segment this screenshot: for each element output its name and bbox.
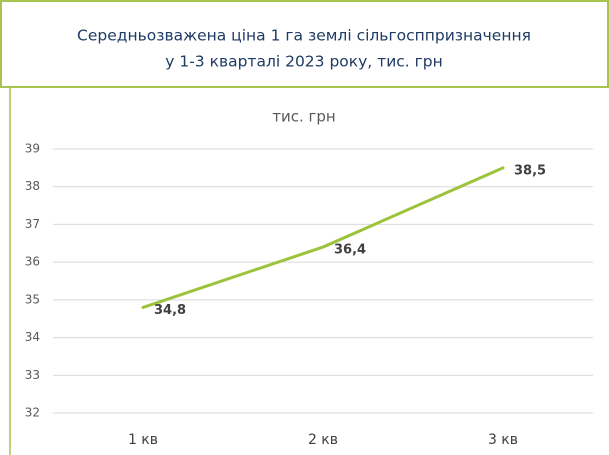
chart-subtitle: тис. грн [272,108,335,126]
y-tick-label: 37 [25,217,40,231]
x-tick-label: 3 кв [488,432,518,448]
y-tick-label: 34 [25,330,40,344]
title-box [0,0,609,88]
y-tick-label: 36 [25,255,40,269]
chart-title: у 1-3 кварталі 2023 року, тис. грн [165,53,443,71]
data-label: 36,4 [334,243,366,258]
data-label: 34,8 [154,303,186,318]
y-tick-label: 35 [25,292,40,306]
x-tick-label: 2 кв [308,432,338,448]
chart-title: Середньозважена ціна 1 га землі сільгосп… [77,27,531,45]
y-tick-label: 38 [25,179,40,193]
x-tick-label: 1 кв [128,432,158,448]
line [141,166,505,309]
y-tick-label: 33 [25,368,40,382]
y-tick-label: 39 [25,142,40,156]
data-label: 38,5 [514,163,546,178]
y-tick-label: 32 [25,406,40,420]
